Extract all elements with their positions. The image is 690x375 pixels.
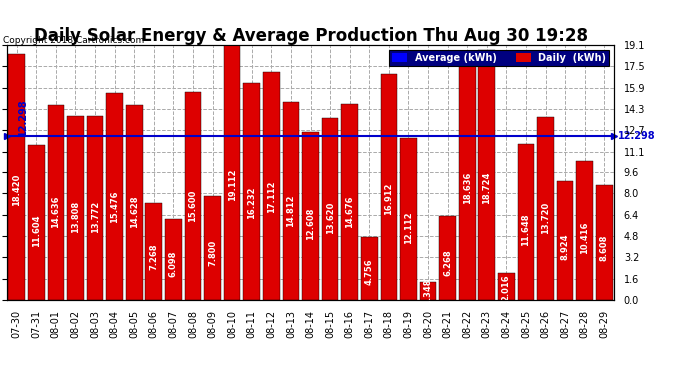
Bar — [576, 161, 593, 300]
Title: Daily Solar Energy & Average Production Thu Aug 30 19:28: Daily Solar Energy & Average Production … — [34, 27, 587, 45]
Text: 6.098: 6.098 — [169, 250, 178, 276]
Bar — [498, 273, 515, 300]
Legend: Average (kWh), Daily  (kWh): Average (kWh), Daily (kWh) — [389, 50, 609, 66]
Text: 14.676: 14.676 — [345, 196, 354, 228]
Text: 12.608: 12.608 — [306, 208, 315, 240]
Bar — [185, 92, 201, 300]
Bar — [263, 72, 279, 300]
Bar — [28, 145, 45, 300]
Text: 15.476: 15.476 — [110, 191, 119, 223]
Text: 11.648: 11.648 — [522, 214, 531, 246]
Bar — [478, 50, 495, 300]
Bar — [106, 93, 123, 300]
Text: 6.268: 6.268 — [443, 249, 452, 276]
Bar — [8, 54, 25, 300]
Bar — [420, 282, 436, 300]
Text: 18.420: 18.420 — [12, 173, 21, 206]
Text: 12.298: 12.298 — [17, 98, 28, 136]
Text: 17.112: 17.112 — [267, 181, 276, 213]
Bar — [380, 74, 397, 300]
Bar — [224, 45, 241, 300]
Text: 7.268: 7.268 — [149, 243, 158, 270]
Bar — [518, 144, 534, 300]
Bar — [361, 237, 377, 300]
Text: 12.112: 12.112 — [404, 211, 413, 243]
Text: 14.636: 14.636 — [51, 196, 60, 228]
Bar — [400, 138, 417, 300]
Text: 12.298: 12.298 — [618, 131, 656, 141]
Text: 15.600: 15.600 — [188, 190, 197, 222]
Bar — [322, 118, 338, 300]
Text: 18.724: 18.724 — [482, 171, 491, 204]
Text: 19.112: 19.112 — [228, 169, 237, 201]
Bar — [146, 203, 162, 300]
Text: 10.416: 10.416 — [580, 221, 589, 254]
Text: 14.812: 14.812 — [286, 195, 295, 227]
Bar — [87, 116, 104, 300]
Bar — [342, 104, 358, 300]
Text: 11.604: 11.604 — [32, 214, 41, 246]
Text: 13.620: 13.620 — [326, 202, 335, 234]
Text: 4.756: 4.756 — [365, 258, 374, 285]
Bar — [48, 105, 64, 300]
Bar — [557, 181, 573, 300]
Bar — [67, 116, 83, 300]
Bar — [244, 83, 260, 300]
Bar — [302, 132, 319, 300]
Bar — [459, 51, 475, 300]
Text: 8.924: 8.924 — [561, 233, 570, 260]
Text: 13.772: 13.772 — [90, 201, 99, 233]
Text: 8.608: 8.608 — [600, 235, 609, 261]
Bar — [126, 105, 143, 300]
Bar — [596, 185, 613, 300]
Text: 7.800: 7.800 — [208, 240, 217, 266]
Text: 16.912: 16.912 — [384, 182, 393, 214]
Text: 13.808: 13.808 — [71, 201, 80, 233]
Text: 18.636: 18.636 — [463, 172, 472, 204]
Text: 16.232: 16.232 — [247, 186, 256, 219]
Bar — [283, 102, 299, 300]
Bar — [204, 196, 221, 300]
Bar — [440, 216, 456, 300]
Text: 13.720: 13.720 — [541, 201, 550, 234]
Text: 14.628: 14.628 — [130, 196, 139, 228]
Text: 1.348: 1.348 — [424, 279, 433, 305]
Text: 2.016: 2.016 — [502, 274, 511, 301]
Text: Copyright 2018 Cartronics.com: Copyright 2018 Cartronics.com — [3, 36, 145, 45]
Bar — [538, 117, 554, 300]
Bar — [165, 219, 181, 300]
